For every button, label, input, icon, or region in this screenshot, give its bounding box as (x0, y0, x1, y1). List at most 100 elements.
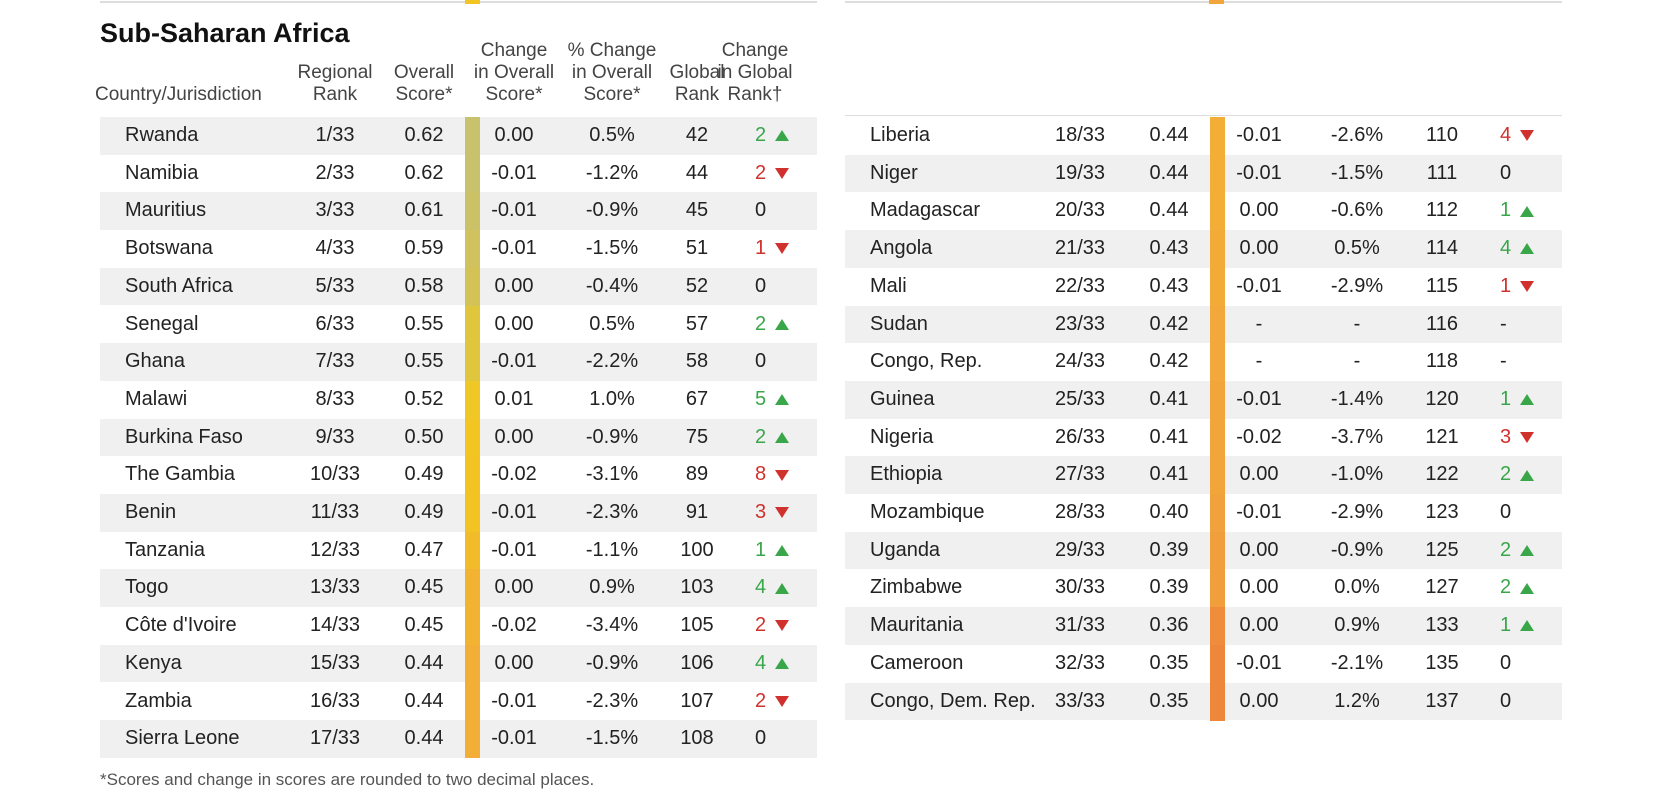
score-bar (465, 531, 480, 570)
country-name: Ghana (125, 350, 186, 373)
score-bar (1210, 380, 1225, 419)
table-cell: 0.00 (1239, 614, 1279, 637)
country-name: Mauritania (870, 614, 964, 637)
country-name: Uganda (870, 538, 941, 561)
table-cell: 0.00 (1239, 689, 1279, 712)
table-cell: 0.55 (404, 350, 444, 373)
table-cell: - (1353, 312, 1361, 335)
table-cell: 137 (1425, 689, 1459, 712)
trend-arrow (1520, 431, 1535, 443)
header-line: Change (480, 40, 548, 61)
rank-change: 0 (755, 192, 766, 229)
rank-change: 1 (755, 230, 790, 267)
table-cell: -1.5% (1330, 161, 1384, 184)
column-header: Change in Global Rank† (718, 40, 793, 106)
table-cell: 17/33 (309, 727, 361, 750)
rank-change: 4 (1500, 117, 1535, 154)
table-cell: 0.49 (404, 463, 444, 486)
table-cell: -2.9% (1330, 501, 1384, 523)
rank-change-value: - (1500, 350, 1507, 373)
table-cell: 100 (680, 538, 714, 561)
rank-change: 2 (755, 683, 790, 720)
score-bar (465, 230, 480, 269)
score-bar (1210, 418, 1225, 457)
country-name: Togo (125, 576, 169, 599)
table-cell: 103 (680, 576, 714, 599)
trend-arrow (1520, 130, 1535, 142)
rank-change-value: 0 (1500, 501, 1512, 523)
country-name: Liberia (870, 124, 931, 146)
table-cell: 0.00 (494, 312, 534, 335)
table-cell: 0.59 (404, 237, 444, 260)
header-line: Overall (393, 62, 455, 83)
score-bar (1210, 644, 1225, 683)
table-cell: 51 (685, 237, 709, 260)
table-cell: 1.2% (1334, 689, 1380, 712)
table-row: Togo 13/33 0.45 0.00 0.9% 103 4 (100, 569, 817, 608)
header-line: Country/Jurisdiction (95, 84, 262, 105)
country-name: Sierra Leone (125, 727, 240, 750)
trend-arrow (1520, 582, 1535, 594)
country-name: Madagascar (870, 199, 981, 222)
top-mark (1209, 0, 1224, 4)
table-cell: 111 (1426, 161, 1458, 184)
rank-change-value: 0 (755, 350, 767, 373)
table-cell: 0.01 (494, 387, 534, 410)
table-cell: -2.1% (1330, 651, 1384, 674)
table-cell: 67 (685, 387, 709, 410)
country-name: Mali (870, 274, 907, 297)
table-cell: 91 (685, 501, 709, 523)
trend-arrow (775, 507, 790, 519)
table-cell: 133 (1425, 614, 1459, 637)
table-cell: -0.01 (491, 237, 537, 260)
rank-change-value: 0 (755, 199, 767, 222)
table-cell: 1/33 (315, 124, 355, 146)
trend-arrow (775, 318, 790, 330)
trend-arrow (1520, 281, 1535, 293)
header-line: Rank (312, 84, 358, 105)
table-cell: 108 (680, 727, 714, 750)
header-line: Score* (583, 84, 641, 105)
table-cell: 57 (685, 312, 709, 335)
table-cell: -2.9% (1330, 274, 1384, 297)
table-cell: 105 (680, 614, 714, 637)
table-cell: 5/33 (315, 274, 355, 297)
table-cell: 125 (1425, 538, 1459, 561)
table-cell: 31/33 (1054, 614, 1106, 637)
table-cell: 1.0% (589, 387, 635, 410)
rank-change-value: 0 (755, 274, 767, 297)
table-cell: 0.43 (1149, 237, 1189, 260)
table-cell: 44 (685, 161, 709, 184)
header-line: Change (721, 40, 789, 61)
trend-arrow (775, 620, 790, 632)
score-bar (465, 720, 480, 759)
table-row: Liberia 18/33 0.44 -0.01 -2.6% 110 4 (845, 117, 1562, 155)
table-cell: 123 (1425, 501, 1459, 523)
table-cell: 0.00 (494, 651, 534, 674)
table-cell: 0.44 (1149, 124, 1189, 146)
rank-change: 1 (1500, 192, 1535, 229)
table-cell: 135 (1425, 651, 1459, 674)
country-name: Côte d'Ivoire (125, 614, 237, 637)
table-cell: 112 (1426, 199, 1458, 222)
rank-change-value: 1 (755, 538, 767, 561)
trend-arrow (775, 167, 790, 179)
table-cell: 0.00 (1239, 576, 1279, 599)
table-cell: 0.44 (404, 651, 444, 674)
table-row: Burkina Faso 9/33 0.50 0.00 -0.9% 75 2 (100, 418, 817, 457)
table-cell: -3.7% (1330, 425, 1384, 448)
footnote: *Scores and change in scores are rounded… (100, 770, 595, 789)
table-cell: 15/33 (309, 651, 361, 674)
rank-change-value: 4 (755, 651, 767, 674)
table-cell: 110 (1426, 124, 1458, 146)
table-cell: 30/33 (1054, 576, 1106, 599)
table-row: Madagascar 20/33 0.44 0.00 -0.6% 112 1 (845, 192, 1562, 231)
table-cell: -3.4% (585, 614, 639, 637)
table-cell: 127 (1425, 576, 1459, 599)
table-cell: 0.61 (404, 199, 444, 222)
table-row: Botswana 4/33 0.59 -0.01 -1.5% 51 1 (100, 230, 817, 269)
rank-change-value: 2 (1500, 576, 1512, 599)
rank-change: 4 (755, 569, 790, 606)
score-bar (1210, 230, 1225, 269)
country-name: Nigeria (870, 425, 934, 448)
